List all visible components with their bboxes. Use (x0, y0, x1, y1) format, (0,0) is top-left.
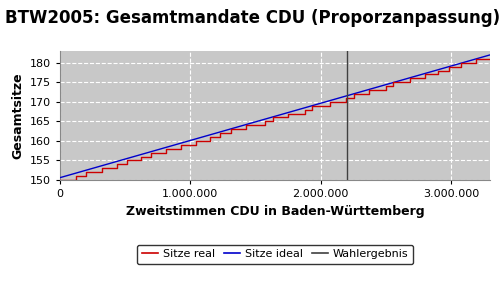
Y-axis label: Gesamtsitze: Gesamtsitze (12, 72, 24, 159)
X-axis label: Zweitstimmen CDU in Baden-Württemberg: Zweitstimmen CDU in Baden-Württemberg (126, 205, 424, 218)
Legend: Sitze real, Sitze ideal, Wahlergebnis: Sitze real, Sitze ideal, Wahlergebnis (137, 245, 413, 264)
Text: BTW2005: Gesamtmandate CDU (Proporzanpassung): BTW2005: Gesamtmandate CDU (Proporzanpas… (5, 9, 500, 27)
